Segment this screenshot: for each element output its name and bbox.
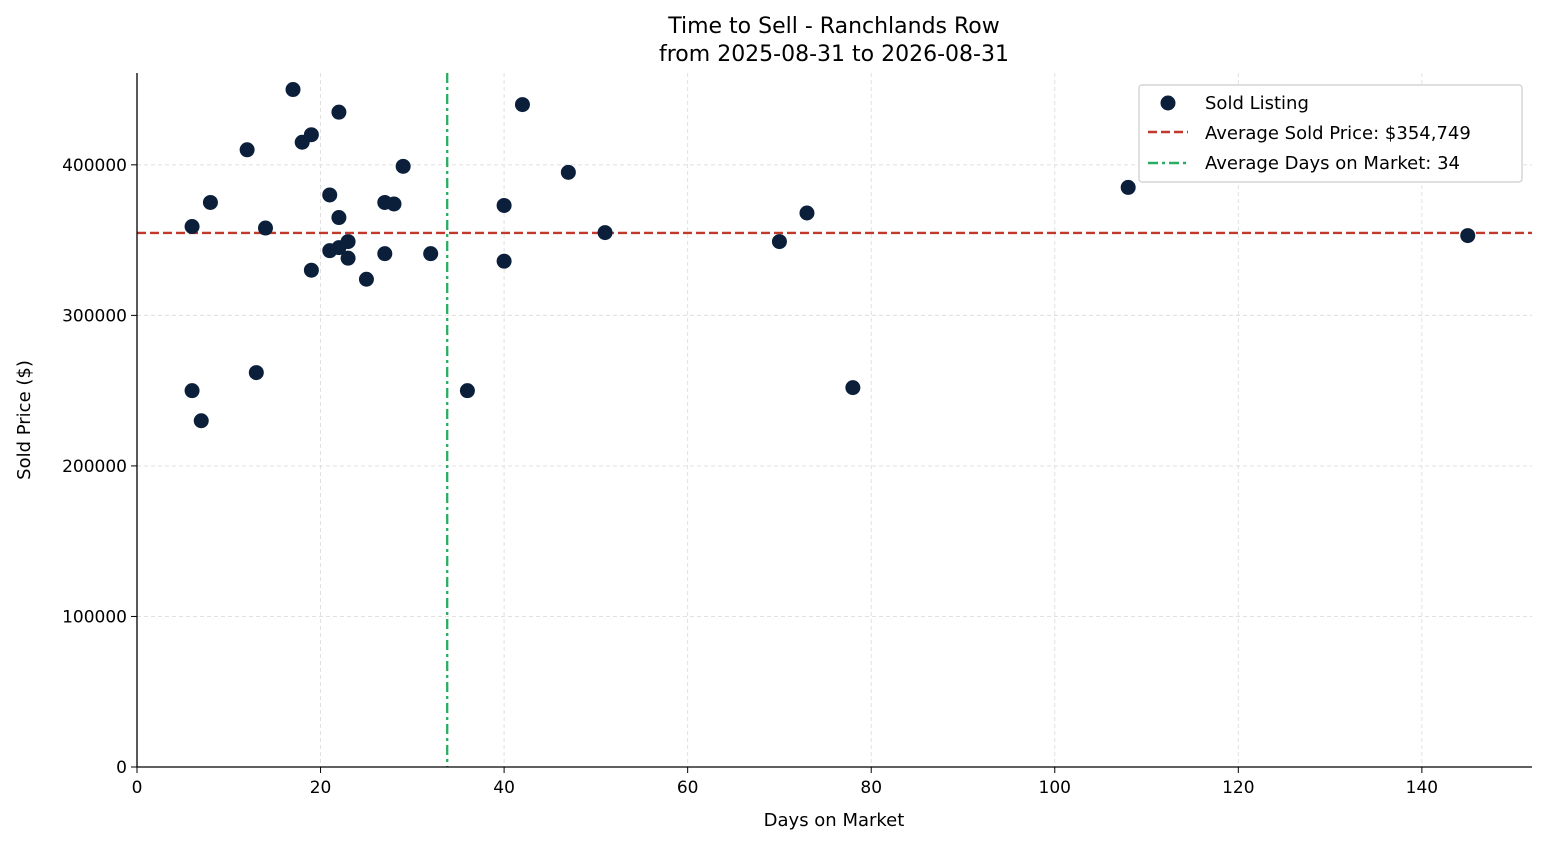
reference-lines bbox=[137, 73, 1532, 767]
y-tick-label: 400000 bbox=[62, 156, 127, 176]
data-point bbox=[322, 187, 338, 203]
x-tick-label: 120 bbox=[1222, 778, 1254, 798]
y-axis-label: Sold Price ($) bbox=[14, 360, 35, 480]
data-point bbox=[340, 250, 356, 266]
legend: Sold Listing Average Sold Price: $354,74… bbox=[1138, 84, 1523, 183]
data-point bbox=[1120, 179, 1136, 195]
data-point bbox=[257, 220, 273, 236]
data-point bbox=[331, 104, 347, 120]
chart-subtitle: from 2025-08-31 to 2026-08-31 bbox=[659, 42, 1009, 67]
x-tick-label: 100 bbox=[1039, 778, 1071, 798]
y-tick-label: 300000 bbox=[62, 306, 127, 326]
legend-label-average-days: Average Days on Market: 34 bbox=[1205, 153, 1460, 174]
data-point bbox=[496, 197, 512, 213]
y-tick-label: 200000 bbox=[62, 457, 127, 477]
data-point bbox=[514, 97, 530, 113]
data-point bbox=[184, 383, 200, 399]
data-point bbox=[358, 271, 374, 287]
data-point bbox=[202, 194, 218, 210]
data-point bbox=[845, 380, 861, 396]
legend-label-average-price: Average Sold Price: $354,749 bbox=[1205, 123, 1471, 144]
data-point bbox=[193, 413, 209, 429]
data-point bbox=[184, 219, 200, 235]
data-point bbox=[1460, 228, 1476, 244]
x-axis-ticks: 0 20 40 60 80 100 120 140 bbox=[132, 767, 1438, 798]
legend-label-sold-listing: Sold Listing bbox=[1205, 93, 1309, 114]
y-tick-label: 0 bbox=[116, 758, 127, 778]
x-tick-label: 60 bbox=[677, 778, 699, 798]
data-point bbox=[799, 205, 815, 221]
x-tick-label: 20 bbox=[310, 778, 332, 798]
data-point bbox=[377, 246, 393, 262]
legend-box bbox=[1138, 84, 1523, 183]
grid-lines bbox=[137, 73, 1532, 767]
x-tick-label: 40 bbox=[493, 778, 515, 798]
x-axis-label: Days on Market bbox=[764, 810, 905, 831]
data-point bbox=[239, 142, 255, 158]
data-point bbox=[340, 234, 356, 250]
chart-title: Time to Sell - Ranchlands Row bbox=[667, 14, 1000, 39]
data-point bbox=[248, 365, 264, 381]
data-point bbox=[560, 164, 576, 180]
data-point bbox=[423, 246, 439, 262]
data-points bbox=[184, 82, 1476, 429]
data-point bbox=[771, 234, 787, 250]
data-point bbox=[331, 210, 347, 226]
x-tick-label: 140 bbox=[1406, 778, 1438, 798]
y-tick-label: 100000 bbox=[62, 607, 127, 627]
x-tick-label: 0 bbox=[132, 778, 143, 798]
data-point bbox=[303, 127, 319, 143]
data-point bbox=[303, 262, 319, 278]
x-tick-label: 80 bbox=[860, 778, 882, 798]
data-point bbox=[285, 82, 301, 98]
data-point bbox=[597, 225, 613, 241]
data-point bbox=[459, 383, 475, 399]
data-point bbox=[395, 158, 411, 174]
y-axis-ticks: 0 100000 200000 300000 400000 bbox=[62, 156, 137, 778]
data-point bbox=[496, 253, 512, 269]
data-point bbox=[386, 196, 402, 212]
legend-marker-sold-listing bbox=[1160, 95, 1176, 111]
